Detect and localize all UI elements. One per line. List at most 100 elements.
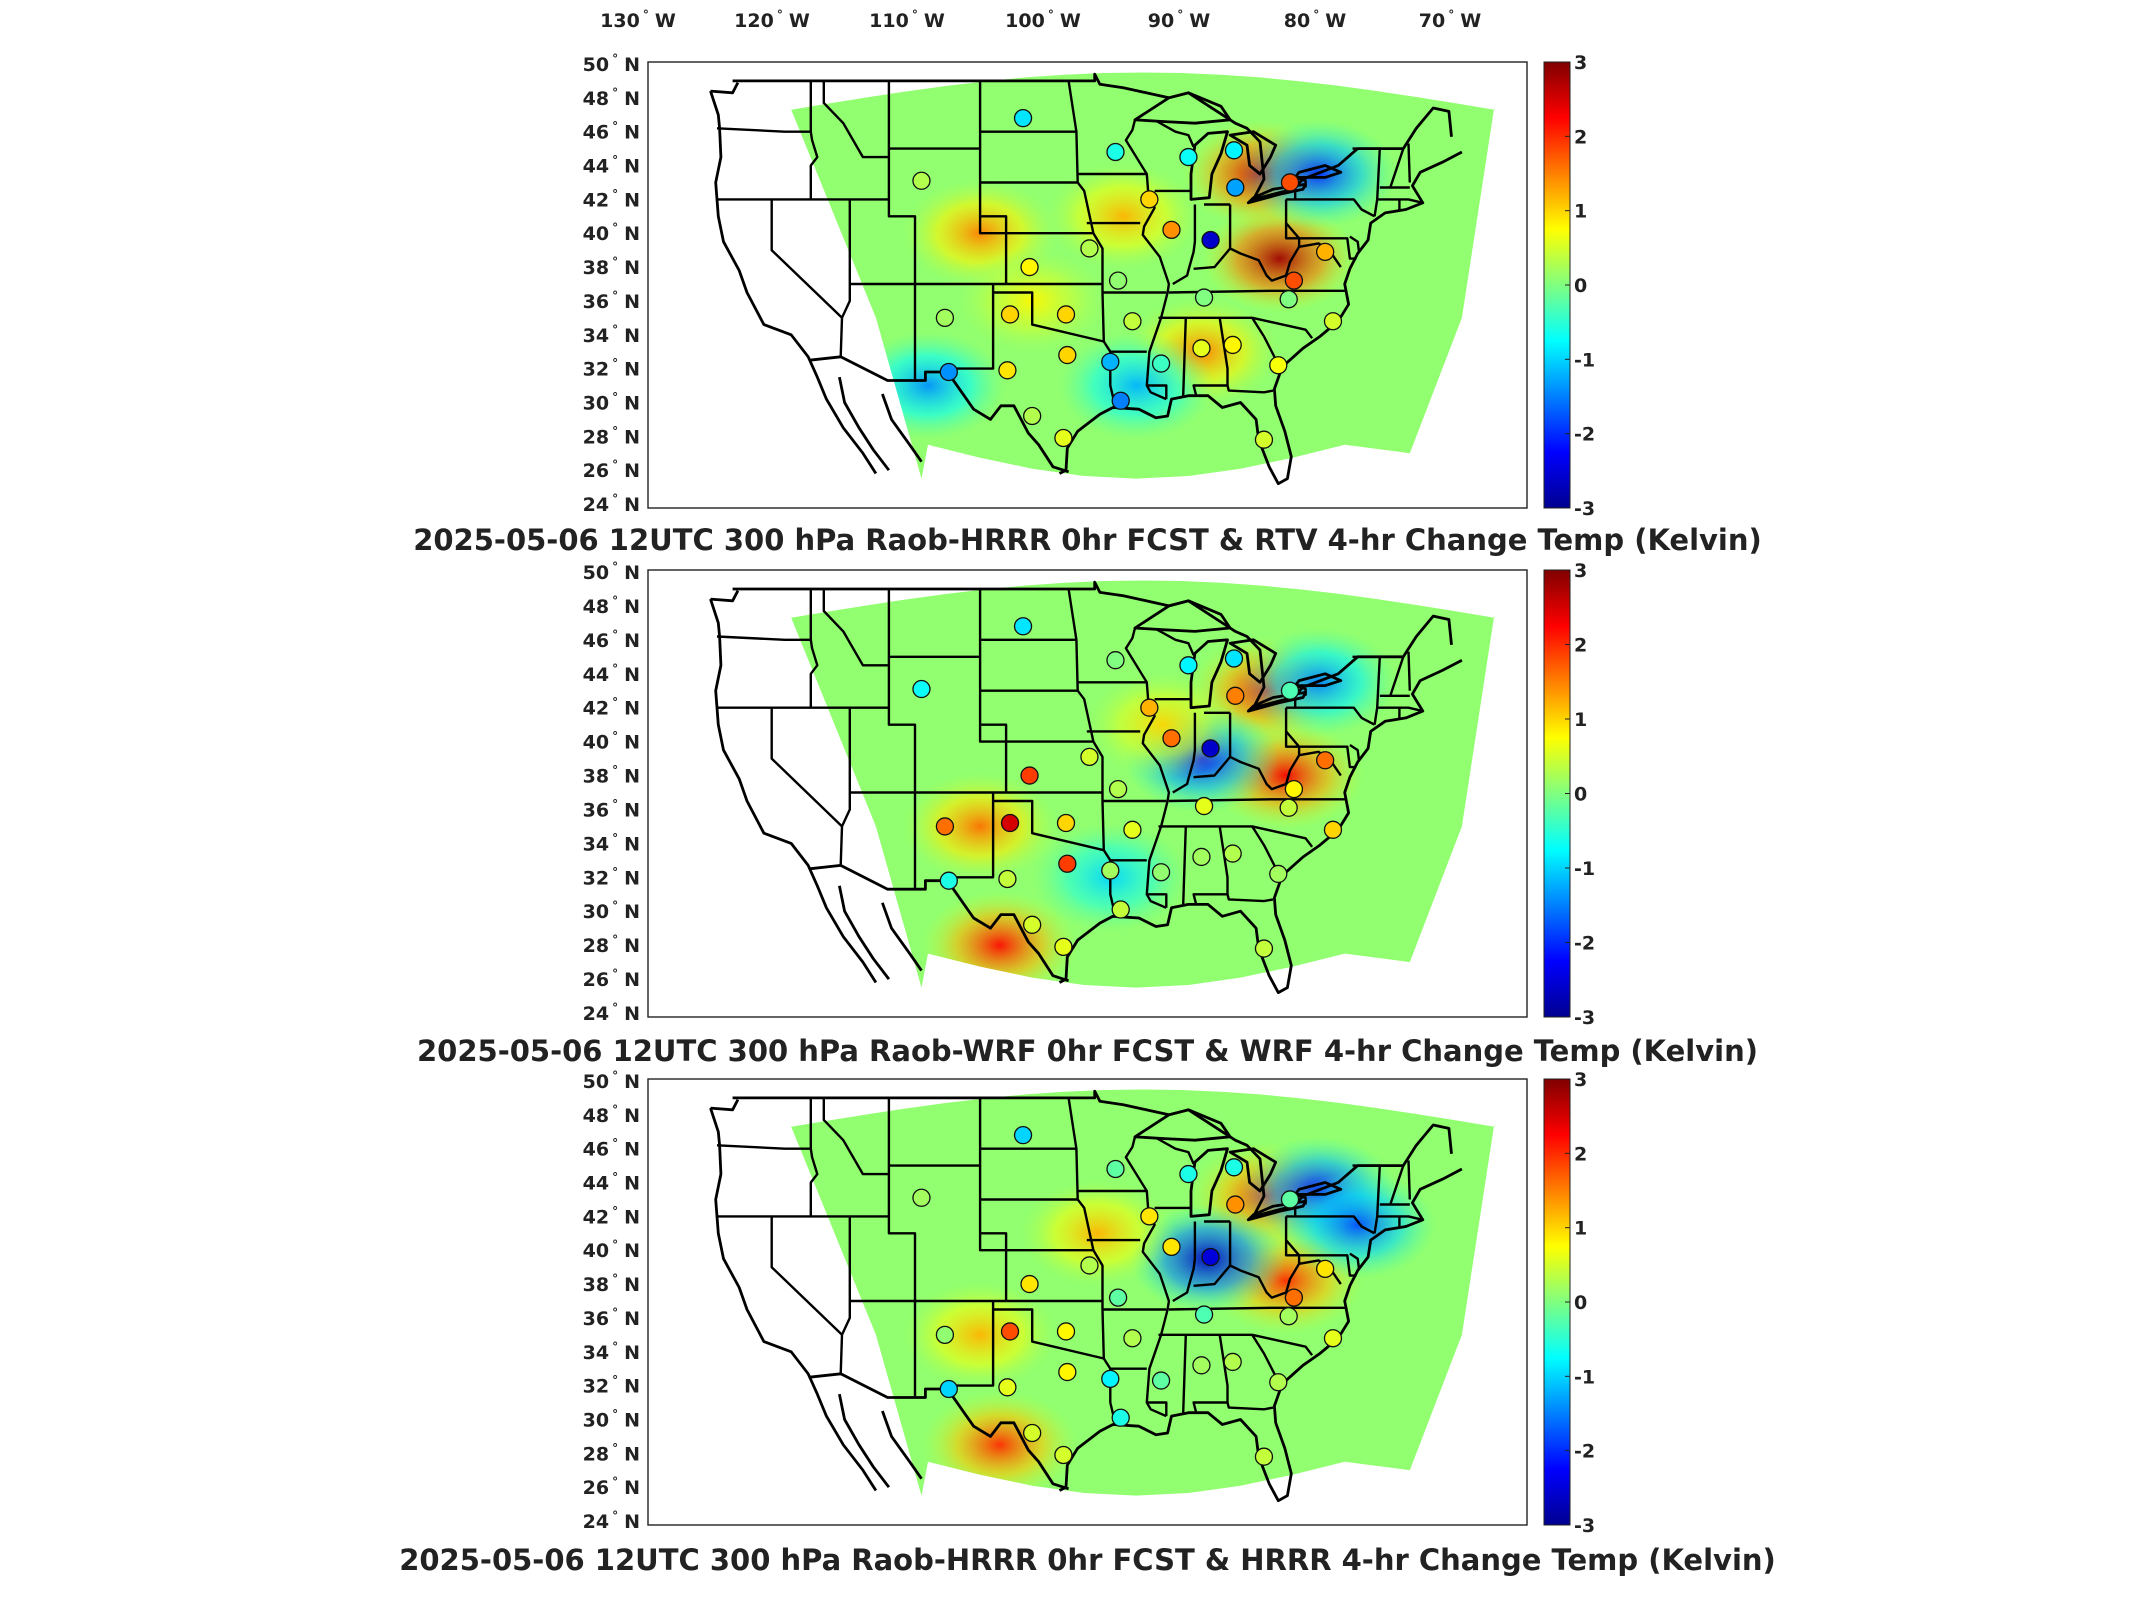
- raob-site-marker: [1056, 813, 1076, 833]
- raob-site-marker: [1013, 109, 1033, 128]
- raob-site-marker: [1254, 939, 1274, 958]
- coastline: [838, 885, 891, 980]
- raob-site-marker: [1269, 864, 1288, 884]
- colorbar-tick-label: 2: [1574, 126, 1587, 148]
- raob-site-marker: [935, 817, 955, 836]
- raob-site-marker: [1323, 1329, 1343, 1348]
- latitude-tick-label: 48 ° N: [583, 86, 640, 110]
- state-border: [1377, 706, 1424, 713]
- raob-site-marker: [1151, 863, 1171, 882]
- colorbar-tick-label: 0: [1574, 784, 1587, 806]
- raob-site-marker: [1111, 391, 1130, 410]
- raob-site-marker: [1151, 354, 1171, 373]
- great-lake-outline: [1246, 691, 1307, 713]
- latitude-tick-label: 28 ° N: [583, 1441, 640, 1465]
- colorbar-tick-label: 2: [1574, 635, 1587, 657]
- latitude-tick-label: 40 ° N: [583, 730, 640, 754]
- latitude-tick-label: 48 ° N: [583, 594, 640, 618]
- raob-site-marker: [1269, 356, 1288, 375]
- colorbar-tick-label: 1: [1574, 201, 1587, 223]
- state-border: [978, 724, 1094, 743]
- state-border: [1124, 627, 1171, 909]
- panel-title: 2025-05-06 12UTC 300 hPa Raob-HRRR 0hr F…: [413, 523, 1762, 557]
- raob-site-marker: [1280, 1190, 1300, 1209]
- state-border: [887, 148, 917, 381]
- panel-title: 2025-05-06 12UTC 300 hPa Raob-WRF 0hr FC…: [417, 1034, 1758, 1068]
- state-border: [1295, 706, 1376, 726]
- great-lake-outline: [1133, 1108, 1232, 1142]
- latitude-tick-label: 38 ° N: [583, 764, 640, 788]
- raob-sites: [912, 109, 1343, 449]
- state-border: [1146, 1401, 1168, 1417]
- coastline: [709, 598, 878, 984]
- state-border: [1251, 1334, 1281, 1385]
- map-panel-1: 50 ° N 48 ° N 46 ° N 44 ° N 42 ° N 40 ° N 38 ° N 36 ° N 34 ° N 32 ° N…: [413, 52, 1762, 557]
- field-anomaly: [1279, 1170, 1436, 1279]
- raob-site-marker: [1284, 779, 1304, 799]
- state-border: [809, 80, 819, 200]
- raob-site-marker: [1106, 142, 1125, 162]
- state-border: [1182, 317, 1187, 396]
- coastline: [1058, 658, 1463, 994]
- raob-site-marker: [1224, 649, 1244, 668]
- state-border: [1146, 893, 1168, 908]
- field-anomaly: [902, 772, 1059, 881]
- raob-site-marker: [1201, 230, 1220, 250]
- state-border: [978, 589, 1008, 793]
- raob-site-marker: [1108, 779, 1128, 799]
- latitude-tick-label: 36 ° N: [583, 289, 640, 313]
- colorbar-tick-label: -3: [1574, 498, 1595, 520]
- raob-site-marker: [1323, 820, 1343, 839]
- longitude-tick-label: 120 ° W: [734, 8, 810, 32]
- state-border: [978, 80, 1008, 284]
- raob-site-marker: [1194, 1305, 1214, 1324]
- state-border: [946, 1301, 995, 1387]
- raob-site-marker: [1058, 1362, 1077, 1382]
- field-anomaly: [1201, 204, 1358, 313]
- latitude-tick-label: 26 ° N: [583, 458, 640, 482]
- longitude-tick-label: 130 ° W: [600, 8, 676, 32]
- latitude-tick-label: 38 ° N: [583, 1272, 640, 1296]
- coastline: [710, 81, 740, 95]
- raob-site-marker: [1162, 729, 1181, 748]
- raob-site-marker: [1023, 915, 1042, 934]
- raob-site-marker: [1000, 813, 1020, 833]
- state-border: [1182, 1334, 1187, 1413]
- raob-site-marker: [1000, 1322, 1020, 1341]
- colorbar-tick-label: -1: [1574, 1366, 1595, 1388]
- coastline: [709, 90, 878, 475]
- latitude-labels: 50 ° N 48 ° N 46 ° N 44 ° N 42 ° N 40 ° N 38 ° N 36 ° N 34 ° N 32 ° N…: [583, 52, 640, 516]
- raob-site-marker: [1108, 1288, 1128, 1307]
- state-border: [1124, 119, 1171, 401]
- raob-site-marker: [1224, 1158, 1244, 1177]
- state-border: [1284, 731, 1357, 769]
- colorbar-tick-label: 3: [1574, 52, 1587, 74]
- state-border: [946, 284, 995, 370]
- raob-site-marker: [939, 871, 958, 890]
- raob-site-marker: [939, 362, 958, 382]
- raob-site-marker: [1123, 312, 1142, 331]
- raob-site-marker: [1000, 305, 1020, 324]
- raob-site-marker: [1080, 239, 1099, 258]
- latitude-tick-label: 30 ° N: [583, 899, 640, 923]
- coastline: [732, 72, 1453, 201]
- raob-site-marker: [1179, 656, 1198, 675]
- latitude-tick-label: 50 ° N: [583, 52, 640, 76]
- colorbar-tick-label: 1: [1574, 709, 1587, 731]
- colorbar-tick-label: -1: [1574, 858, 1595, 880]
- raob-site-marker: [1151, 1371, 1171, 1390]
- colorbar: 3 2 1 0 -1 -2 -3: [1543, 560, 1595, 1029]
- latitude-tick-label: 42 ° N: [583, 696, 640, 720]
- state-border: [839, 707, 851, 866]
- map-outlines: [709, 580, 1463, 994]
- coastline: [881, 902, 923, 972]
- latitude-tick-label: 32 ° N: [583, 865, 640, 889]
- state-border: [1389, 656, 1405, 697]
- colorbar-tick-label: -3: [1574, 1515, 1595, 1537]
- state-border: [1172, 204, 1197, 286]
- colorbar-tick-label: 0: [1574, 1292, 1587, 1314]
- state-border: [1284, 223, 1357, 260]
- raob-site-marker: [1284, 271, 1304, 290]
- latitude-tick-label: 28 ° N: [583, 424, 640, 448]
- coastline: [1058, 1167, 1463, 1503]
